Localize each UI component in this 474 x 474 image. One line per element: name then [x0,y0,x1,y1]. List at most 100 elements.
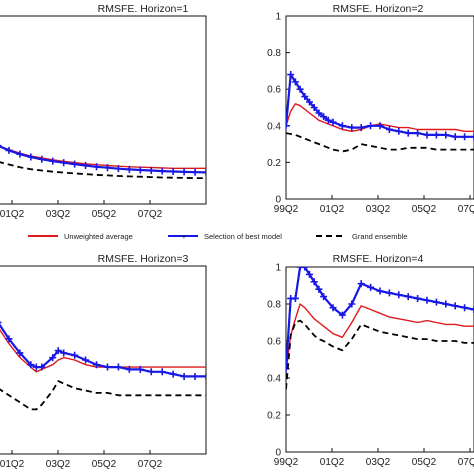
panel-3-series-2-point [191,372,199,380]
panel-4-ytick-label: 1 [275,263,281,274]
panel-4-series-2-point [338,311,346,319]
panel-3-series-2-point [169,370,177,378]
panel-3-series-2-point [38,363,46,371]
panel-4-series-2-point [306,270,313,278]
panel-1-axes-frame [0,15,207,205]
panel-2-series-2-point [414,129,422,137]
panel-2-xtick-label: 07Q2 [458,204,474,215]
panel-1-series-2-point [169,167,177,175]
panel-1-series-2-point [180,168,188,176]
panel-4-series-2-point [470,306,474,314]
legend-marker-selection: + [182,232,187,241]
panel-1-series-2-point [60,159,68,167]
panel-3-series-2-point [5,335,13,343]
panel-2-series-2-point [357,124,365,132]
panel-4-series-2-point [451,302,459,310]
panel-1-series-2-point [0,144,2,147]
panel-1-series-2-point [136,166,144,174]
panel-2-series-1-line [286,103,474,133]
panel-3-axes-frame [0,265,207,455]
panel-2-series-2-point [291,78,299,86]
panel-3-xtick-label: 01Q2 [0,459,25,470]
panel-3-series-2-point [54,347,62,355]
panel-3-series-2-point [0,321,2,324]
panel-2-series-2-point [442,131,450,139]
panel-4-title: RMSFE. Horizon=4 [333,253,424,265]
panel-4-xtick-label: 07Q2 [458,457,474,468]
panel-4-series-2-point [348,300,356,308]
panel-4-series-2-point [329,304,337,312]
panel-4-series-3-line [286,319,474,390]
panel-3-xtick-label: 03Q2 [46,459,71,470]
panel-1-series-2-point [125,165,133,173]
panel-3-series-2-point [103,363,111,371]
panel-2-xtick-label: 05Q2 [412,204,437,215]
panel-2-ytick-label: 0.2 [267,158,281,169]
panel-2-series-2-point [451,133,459,141]
panel-4-series-2-point [376,287,384,295]
panel-2-ytick-label: 1 [275,12,281,23]
panel-4-series-2-point [423,296,431,304]
panel-4-series-2-point [461,304,469,312]
panel-1-series-2-point [5,146,13,154]
panel-2-xtick-label: 01Q2 [320,204,345,215]
panel-1-series-2-point [103,164,111,172]
panel-4-ytick-label: 0.8 [267,300,281,311]
panel-2-ytick-label: 0.4 [267,121,281,132]
panel-4: 0 0.2 0.4 0.6 0.8 1 99Q2 01Q2 03Q2 05Q2 07Q2 [267,263,474,468]
panel-4-series-2-point [385,289,393,297]
panel-2-title: RMSFE. Horizon=2 [333,3,424,15]
panel-2-series-2-point [315,109,323,117]
panel-1-series-3-line [0,161,206,180]
panel-1-series-2-point [202,168,206,176]
panel-4-xtick-label: 03Q2 [366,457,391,468]
panel-2-series-2-point [329,118,337,126]
panel-2-series-2-point [286,122,290,130]
panel-4-xtick-label: 05Q2 [412,457,437,468]
panel-1-series-2-point [16,150,24,158]
panel-4-series-2-point [442,300,450,308]
panel-3-series-3-line [0,380,206,411]
panel-2-series-2-point [404,129,412,137]
panel-3-series-2-point [71,351,79,359]
panel-3-series-2-point [158,368,166,376]
panel-2-series-2-point [367,122,375,130]
panel-2-series-2-point [461,133,469,141]
panel-1: 01Q2 03Q2 05Q2 07Q2 [0,15,207,220]
panel-2-series-2-point [296,85,304,93]
panel-2-series-2-point [376,122,384,130]
panel-3: 01Q2 03Q2 05Q2 07Q2 [0,265,207,470]
panel-3-series-2-point [147,368,155,376]
panel-2-series-2-point [348,124,356,132]
panel-4-series-2-point [296,267,304,271]
panel-4-series-2-point [432,298,440,306]
panel-1-xtick-label: 07Q2 [138,209,163,220]
panel-2-series-2-point [338,122,346,130]
panel-1-xtick-label: 05Q2 [92,209,117,220]
panel-2-xtick-label: 03Q2 [366,204,391,215]
panel-4-series-2-point [291,294,299,302]
panel-4-series-2-point [414,294,422,302]
panel-4-xtick-label: 01Q2 [320,457,345,468]
panel-2-series-2-point [432,131,440,139]
panel-2-series-2-point [385,125,393,133]
panel-2-series-2-point [306,98,313,106]
panel-2-series-3-line [286,132,474,153]
legend-label-unweighted: Unweighted average [64,232,133,241]
panel-1-series-2-point [71,160,79,168]
panel-4-series-2-point [395,291,403,299]
panel-4-series-2-point [404,293,412,301]
panel-4-series-2-point [357,280,365,288]
panel-1-xtick-label: 01Q2 [0,209,25,220]
panel-2-series-2-point [324,116,332,124]
panel-2-ytick-label: 0 [275,195,281,206]
panel-3-series-2-point [202,372,206,380]
panel-3-xtick-label: 05Q2 [92,459,117,470]
panel-1-series-2-point [93,163,101,171]
panel-2-series-2-point [395,127,403,135]
panel-3-series-2-point [27,361,35,369]
panel-4-series-2-point [310,278,318,286]
panel-2-series-2-point [310,104,318,111]
panel-1-series-2-point [82,161,90,169]
